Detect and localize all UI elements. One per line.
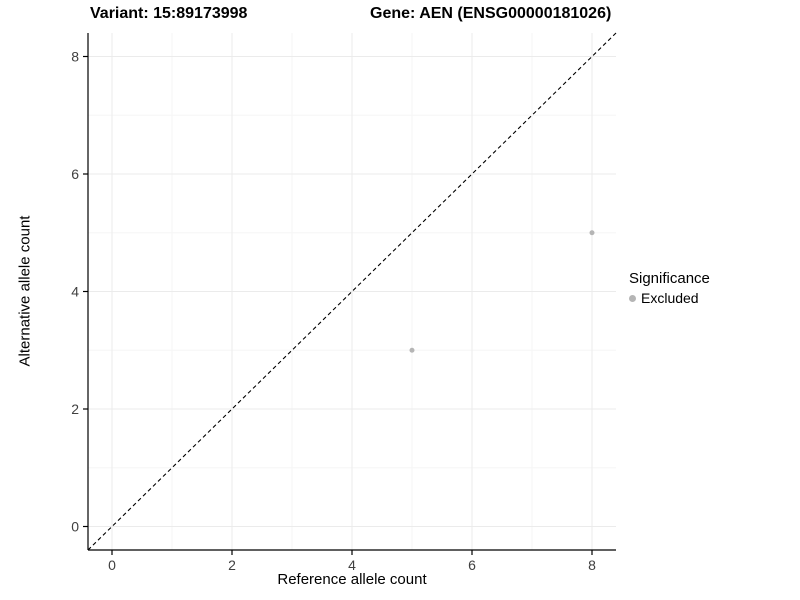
y-axis-title: Alternative allele count [16, 215, 34, 367]
legend-item: Excluded [629, 290, 710, 306]
y-tick-label: 2 [71, 401, 79, 417]
legend-items: Excluded [629, 290, 710, 306]
y-tick-label: 8 [71, 49, 79, 65]
y-tick-label: 4 [71, 284, 79, 300]
x-tick-label: 4 [348, 557, 356, 573]
data-point [409, 347, 415, 353]
x-axis-title: Reference allele count [277, 571, 427, 588]
data-point [589, 230, 595, 236]
y-tick-label: 6 [71, 166, 79, 182]
legend-dot-icon [629, 294, 636, 302]
y-tick-label: 0 [71, 519, 79, 535]
x-tick-label: 2 [228, 557, 236, 573]
x-tick-label: 6 [468, 557, 476, 573]
variant-title: Variant: 15:89173998 [90, 5, 248, 22]
legend: Significance Excluded [629, 270, 710, 306]
legend-title: Significance [629, 270, 710, 287]
legend-item-label: Excluded [641, 290, 699, 306]
x-tick-label: 8 [588, 557, 596, 573]
gene-title: Gene: AEN (ENSG00000181026) [370, 5, 612, 22]
x-tick-label: 0 [108, 557, 116, 573]
